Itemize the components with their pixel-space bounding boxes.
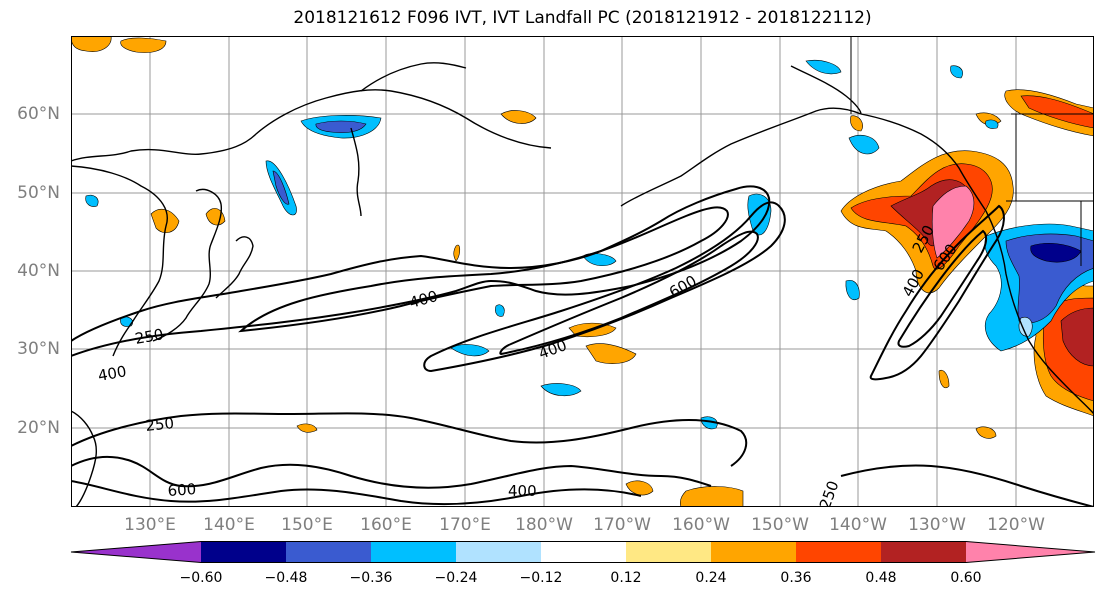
contour-250-south [71,412,748,467]
colorbar-segment [966,541,1095,563]
contour-label: 250 [145,414,175,435]
longitude-label: 150°W [751,515,809,535]
colorbar-segment [371,541,456,563]
longitude-label: 170°E [439,515,491,535]
longitude-label: 180°W [515,515,573,535]
colorbar-tick-label: −0.36 [349,570,393,586]
contour-label: 400 [536,336,569,363]
colorbar [70,541,1096,563]
contour-600-east [897,229,988,348]
latitude-label: 30°N [17,339,60,359]
colorbar-tick-label: −0.24 [434,570,478,586]
longitude-label: 140°W [829,515,887,535]
contour-250-east [840,464,1094,507]
coastlines [71,62,1094,507]
colorbar-segment [881,541,966,563]
longitude-label: 170°W [593,515,651,535]
latitude-label: 60°N [17,104,60,124]
colorbar-segment [541,541,626,563]
colorbar-segment [456,541,541,563]
colorbar-segment [286,541,371,563]
colorbar-outline [70,541,1096,563]
longitude-label: 130°W [908,515,966,535]
colorbar-tick-label: 0.60 [950,570,982,586]
contour-label: 400 [407,287,439,312]
contour-label: 250 [816,478,843,507]
latitude-label: 40°N [17,261,60,281]
colorbar-segments [71,541,1095,563]
contour-400-west [71,185,771,357]
contour-label-group: 400 400 250 250 600 400 400 600 250 400 … [97,222,961,507]
contour-400-central [423,201,786,373]
contour-label: 400 [508,482,537,500]
contour-label: 250 [134,325,165,348]
longitude-label: 130°E [124,515,176,535]
graticule [71,36,1094,507]
contour-600 [238,206,729,333]
longitude-label: 120°W [987,515,1045,535]
longitude-label: 150°E [281,515,333,535]
political-borders [850,36,1094,266]
colorbar-tick-label: 0.48 [865,570,897,586]
colorbar-segment [796,541,881,563]
colorbar-tick-label: −0.60 [179,570,223,586]
latitude-label: 50°N [17,183,60,203]
longitude-label: 160°E [360,515,412,535]
map-title: 2018121612 F096 IVT, IVT Landfall PC (20… [293,8,872,28]
longitude-label: 140°E [203,515,255,535]
colorbar-segment [711,541,796,563]
longitude-label: 160°W [672,515,730,535]
colorbar-tick-label: 0.12 [610,570,642,586]
ivt-contours [71,185,1094,507]
contour-label: 400 [97,362,128,385]
contour-400-east [869,204,1005,381]
positive-anomaly-fill [71,36,1094,507]
colorbar-tick-label: 0.36 [780,570,812,586]
contour-600-south [71,455,712,489]
colorbar-tick-label: −0.12 [519,570,563,586]
colorbar-segment [201,541,286,563]
contour-400-south [71,480,642,506]
colorbar-tick-label: 0.24 [695,570,727,586]
map-panel: 400 400 250 250 600 400 400 600 250 400 … [71,36,1094,507]
contour-label: 600 [167,480,197,500]
contour-600-central [499,230,759,356]
colorbar-tick-label: −0.48 [264,570,308,586]
negative-anomaly-fill [85,59,1094,430]
colorbar-segment [626,541,711,563]
colorbar-segment [71,541,201,563]
latitude-label: 20°N [17,418,60,438]
